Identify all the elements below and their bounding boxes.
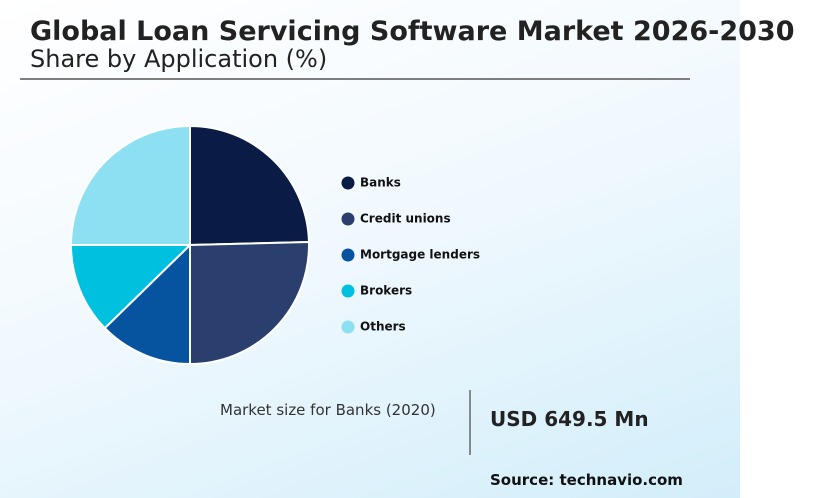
legend-label: Mortgage lenders — [360, 248, 480, 262]
legend-label: Credit unions — [360, 212, 451, 226]
chart-title: Global Loan Servicing Software Market 20… — [30, 16, 795, 47]
legend-marker — [341, 320, 355, 334]
legend-marker — [341, 212, 355, 226]
legend-marker — [341, 248, 355, 262]
chart-subtitle: Share by Application (%) — [30, 45, 327, 73]
legend-marker — [341, 284, 355, 298]
legend-marker — [341, 176, 355, 190]
pie-slice — [189, 240, 310, 366]
source: Source: technavio.com — [490, 471, 683, 489]
legend-label: Others — [360, 320, 406, 334]
legend-label: Brokers — [360, 284, 412, 298]
annotation-value: USD 649.5 Mn — [490, 407, 649, 431]
pie-slice — [103, 242, 191, 366]
pie-slice — [189, 124, 310, 247]
annotation-label: Market size for Banks (2020) — [220, 401, 436, 419]
legend-label: Banks — [360, 176, 401, 190]
pie-slice — [69, 124, 191, 246]
pie-slice — [69, 244, 193, 330]
